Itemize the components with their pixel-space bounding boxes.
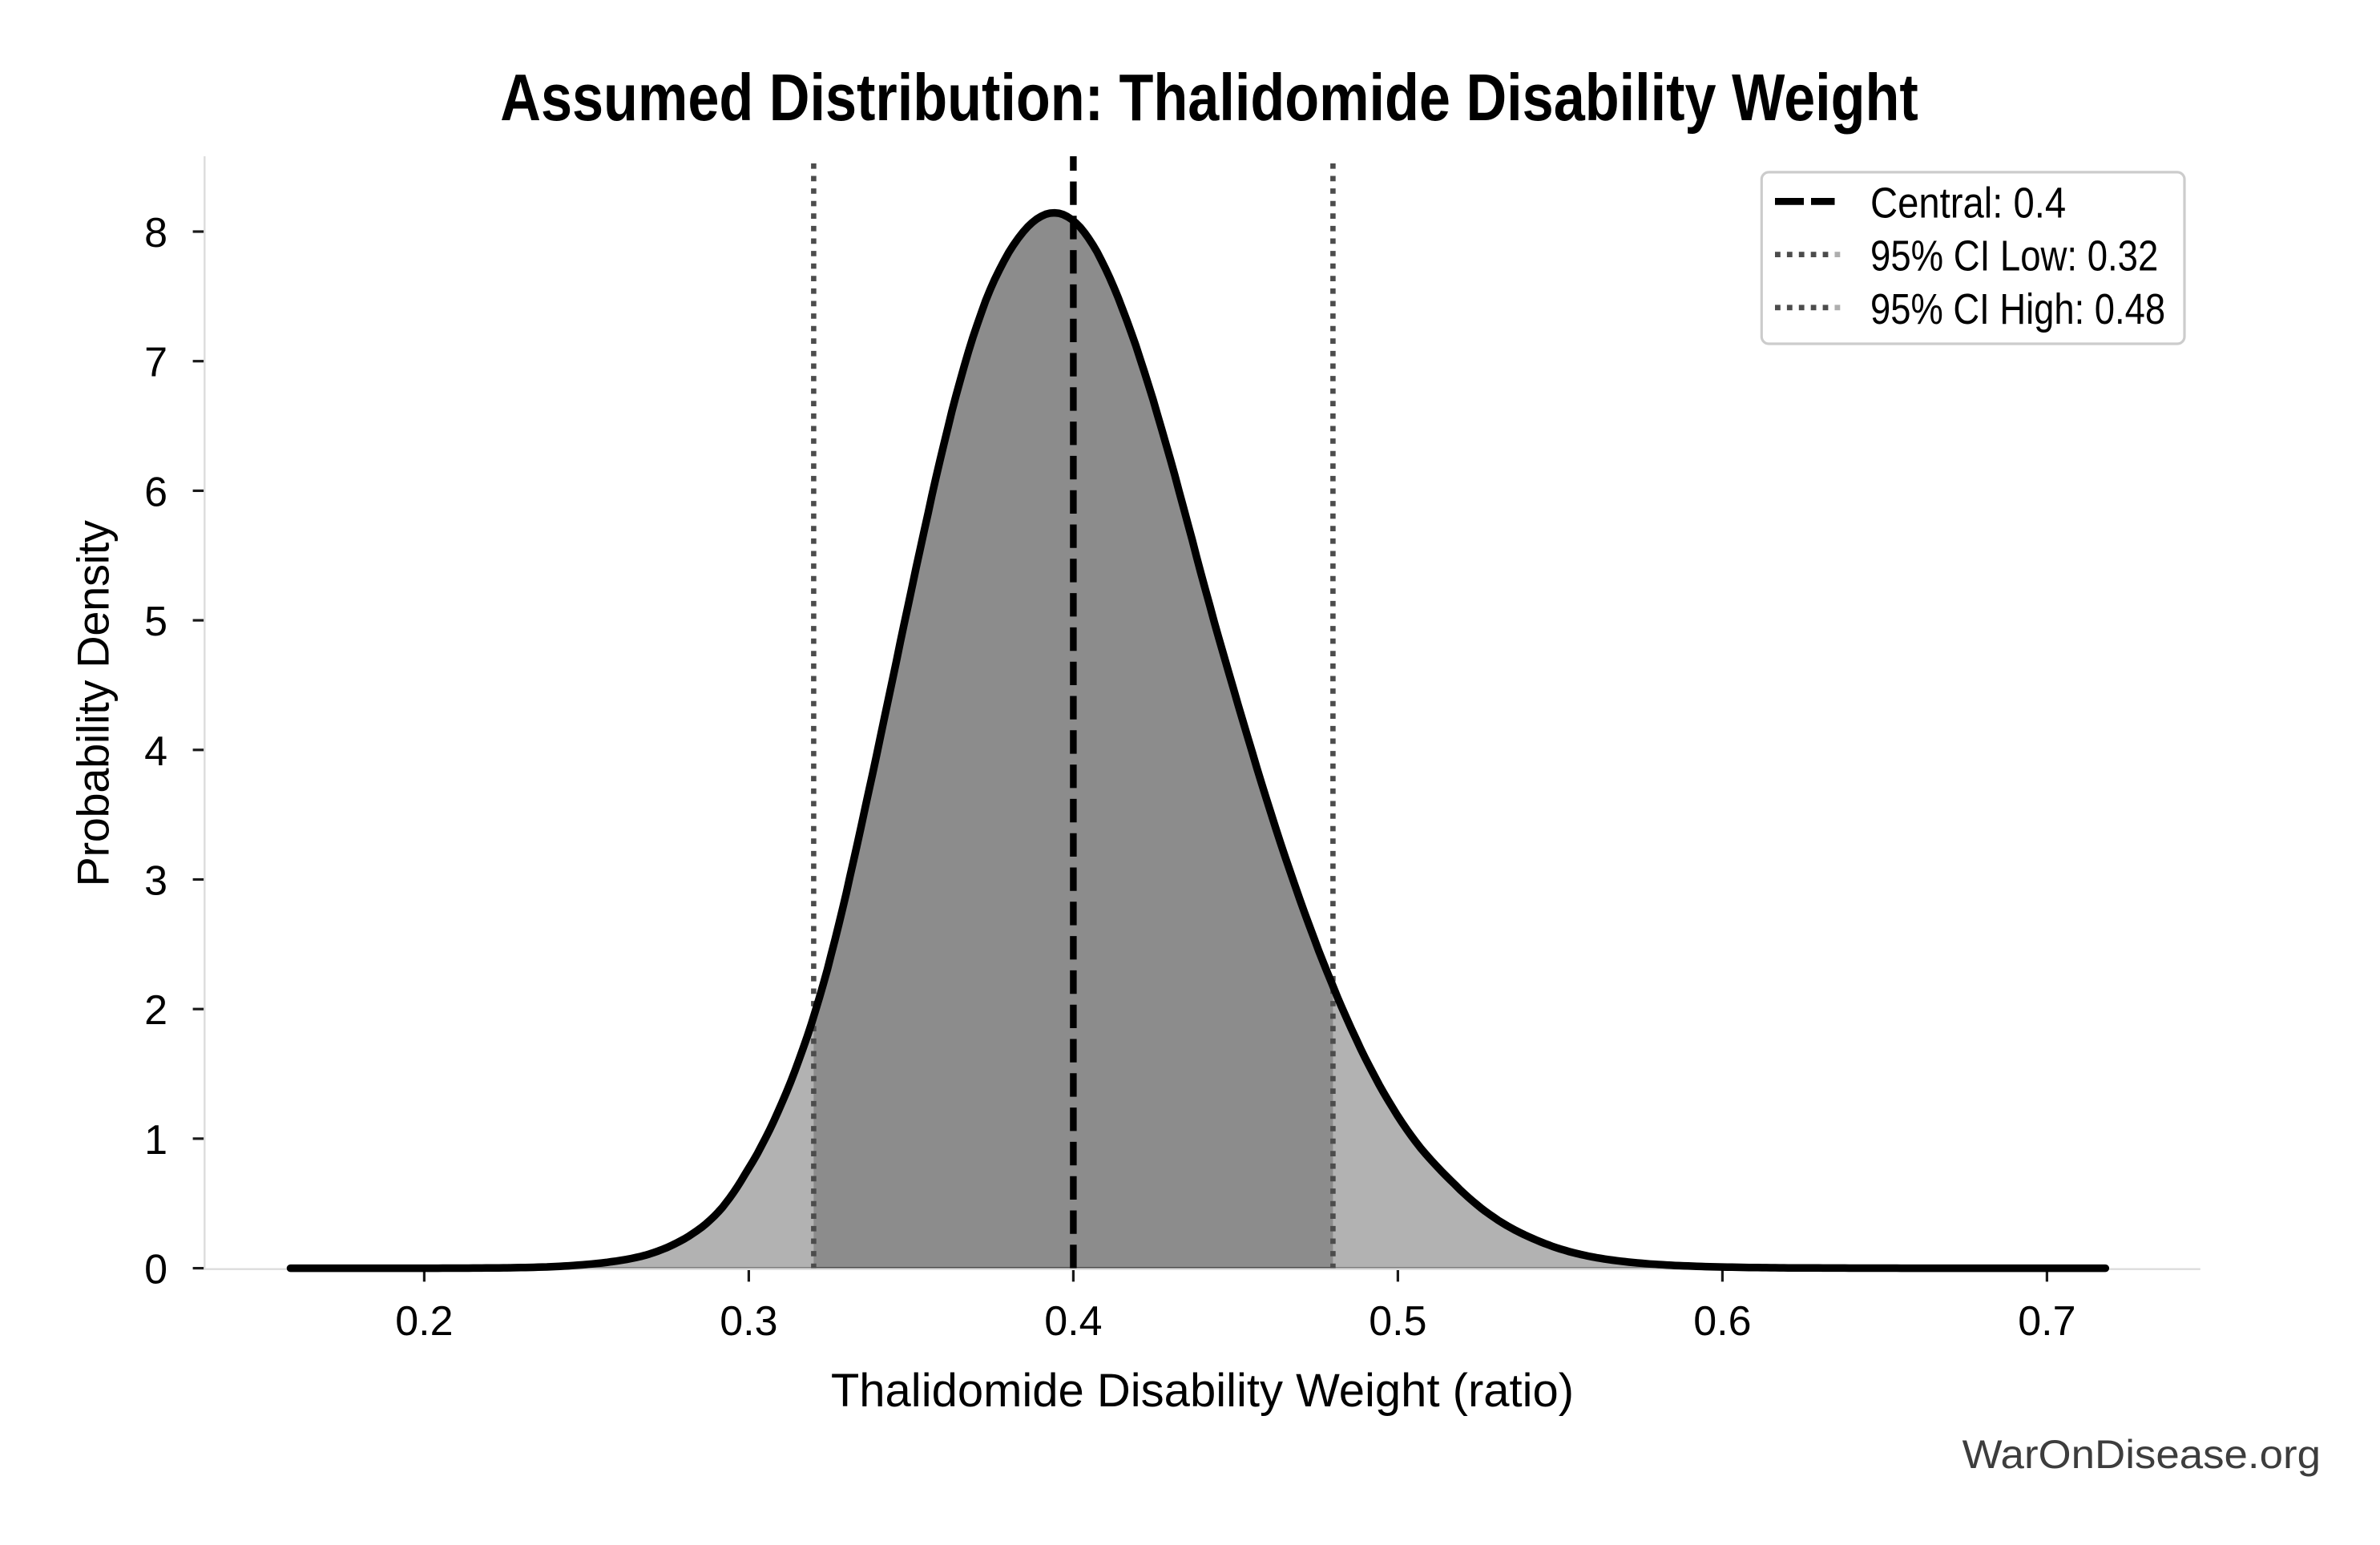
- svg-text:2: 2: [144, 987, 167, 1034]
- svg-text:7: 7: [144, 340, 167, 386]
- svg-text:0.2: 0.2: [395, 1298, 453, 1345]
- svg-text:8: 8: [144, 210, 167, 256]
- svg-text:1: 1: [144, 1117, 167, 1164]
- svg-text:WarOnDisease.org: WarOnDisease.org: [1962, 1431, 2321, 1476]
- svg-text:0.6: 0.6: [1693, 1298, 1751, 1345]
- svg-text:Central: 0.4: Central: 0.4: [1870, 179, 2066, 228]
- svg-text:3: 3: [144, 858, 167, 905]
- svg-text:Probability Density: Probability Density: [68, 520, 119, 886]
- svg-text:95% CI Low: 0.32: 95% CI Low: 0.32: [1870, 232, 2158, 280]
- svg-text:0.4: 0.4: [1044, 1298, 1102, 1345]
- svg-text:0.5: 0.5: [1369, 1298, 1426, 1345]
- svg-text:95% CI High: 0.48: 95% CI High: 0.48: [1870, 284, 2165, 333]
- svg-text:4: 4: [144, 728, 167, 775]
- svg-text:6: 6: [144, 469, 167, 515]
- svg-text:5: 5: [144, 599, 167, 645]
- svg-text:Thalidomide Disability Weight: Thalidomide Disability Weight (ratio): [831, 1365, 1574, 1417]
- svg-text:0.7: 0.7: [2018, 1298, 2075, 1345]
- svg-text:Assumed Distribution: Thalidom: Assumed Distribution: Thalidomide Disabi…: [500, 61, 1918, 135]
- svg-text:0.3: 0.3: [720, 1298, 777, 1345]
- svg-text:0: 0: [144, 1247, 167, 1293]
